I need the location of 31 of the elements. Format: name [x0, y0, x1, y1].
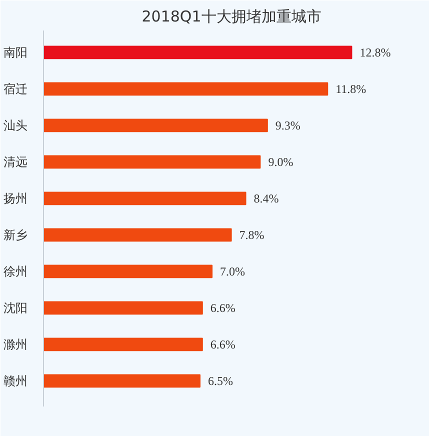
bar — [44, 228, 232, 242]
bar — [44, 118, 268, 132]
bar — [44, 374, 201, 388]
y-tick-label: 扬州 — [4, 191, 28, 206]
bar — [44, 82, 328, 96]
data-label: 11.8% — [336, 82, 366, 96]
y-tick-label: 宿迁 — [4, 82, 28, 96]
data-label: 6.5% — [208, 374, 234, 388]
bar — [44, 192, 246, 206]
y-tick-label: 滁州 — [4, 337, 28, 352]
data-label: 6.6% — [210, 300, 236, 315]
y-tick-label: 新乡 — [4, 228, 28, 242]
y-tick-label: 汕头 — [4, 118, 28, 132]
data-label: 12.8% — [360, 45, 391, 60]
bar — [44, 301, 203, 315]
y-tick-label: 徐州 — [4, 264, 28, 278]
data-label: 6.6% — [210, 337, 236, 352]
bar — [44, 155, 261, 169]
data-label: 9.0% — [268, 154, 294, 169]
y-tick-label: 南阳 — [4, 45, 28, 60]
data-label: 9.3% — [275, 118, 300, 132]
data-label: 7.8% — [239, 228, 264, 242]
chart-title: 2018Q1十大拥堵加重城市 — [142, 8, 322, 26]
data-label: 8.4% — [254, 191, 279, 206]
bar — [44, 46, 352, 60]
y-tick-label: 清远 — [4, 154, 28, 169]
y-tick-label: 赣州 — [4, 374, 28, 388]
bar — [44, 264, 213, 278]
bar — [44, 338, 203, 352]
data-label: 7.0% — [220, 264, 246, 278]
y-tick-label: 沈阳 — [4, 300, 28, 315]
